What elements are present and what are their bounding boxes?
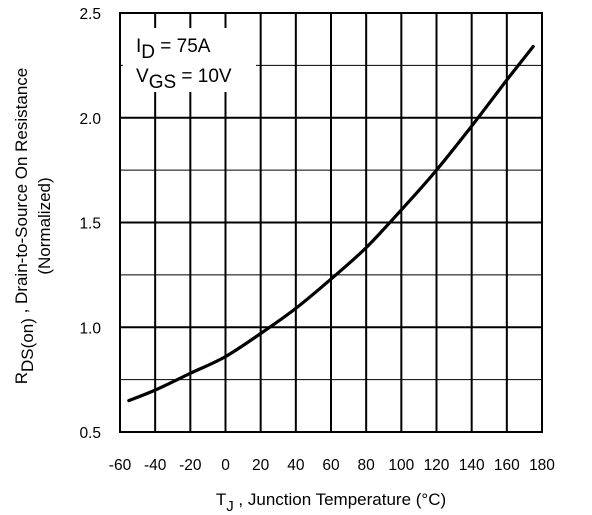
x-tick-label: 180 <box>529 457 555 474</box>
x-tick-label: 0 <box>221 457 230 474</box>
x-tick-labels: -60 -40 -20 0 20 40 60 80 100 120 140 160 180 <box>109 457 556 474</box>
x-tick-label: -40 <box>144 457 167 474</box>
x-tick-label: 140 <box>459 457 485 474</box>
y-tick-label: 1.0 <box>79 320 101 337</box>
x-tick-label: 20 <box>252 457 270 474</box>
series-line <box>127 44 535 403</box>
x-tick-label: -60 <box>109 457 132 474</box>
x-tick-label: 120 <box>424 457 450 474</box>
annotation-text: VGS = 10V <box>136 66 232 93</box>
x-tick-label: 40 <box>287 457 305 474</box>
y-axis-label-line2: (Normalized) <box>35 177 54 274</box>
plot-frame <box>119 12 543 433</box>
annotations: ID = 75A VGS = 10V <box>123 28 256 93</box>
plot-border <box>119 12 543 433</box>
y-tick-label: 2.0 <box>79 111 101 128</box>
y-tick-label: 2.5 <box>79 6 101 23</box>
y-tick-label: 0.5 <box>79 425 101 442</box>
y-axis-label: RDS(on) , Drain-to-Source On Resistance <box>12 68 37 385</box>
y-tick-labels: 0.5 1.0 1.5 2.0 2.5 <box>79 6 101 442</box>
y-tick-label: 1.5 <box>79 216 101 233</box>
x-tick-label: 60 <box>322 457 340 474</box>
x-tick-label: 80 <box>358 457 376 474</box>
annotation-text: ID = 75A <box>136 36 211 63</box>
annotation-background <box>123 28 256 92</box>
grid-lines <box>120 13 542 432</box>
x-axis-label: TJ , Junction Temperature (°C) <box>216 490 446 515</box>
axis-labels: TJ , Junction Temperature (°C) RDS(on) , … <box>12 68 446 515</box>
x-tick-label: 160 <box>494 457 520 474</box>
data-series <box>127 44 535 403</box>
x-tick-label: 100 <box>388 457 414 474</box>
x-tick-label: -20 <box>179 457 202 474</box>
